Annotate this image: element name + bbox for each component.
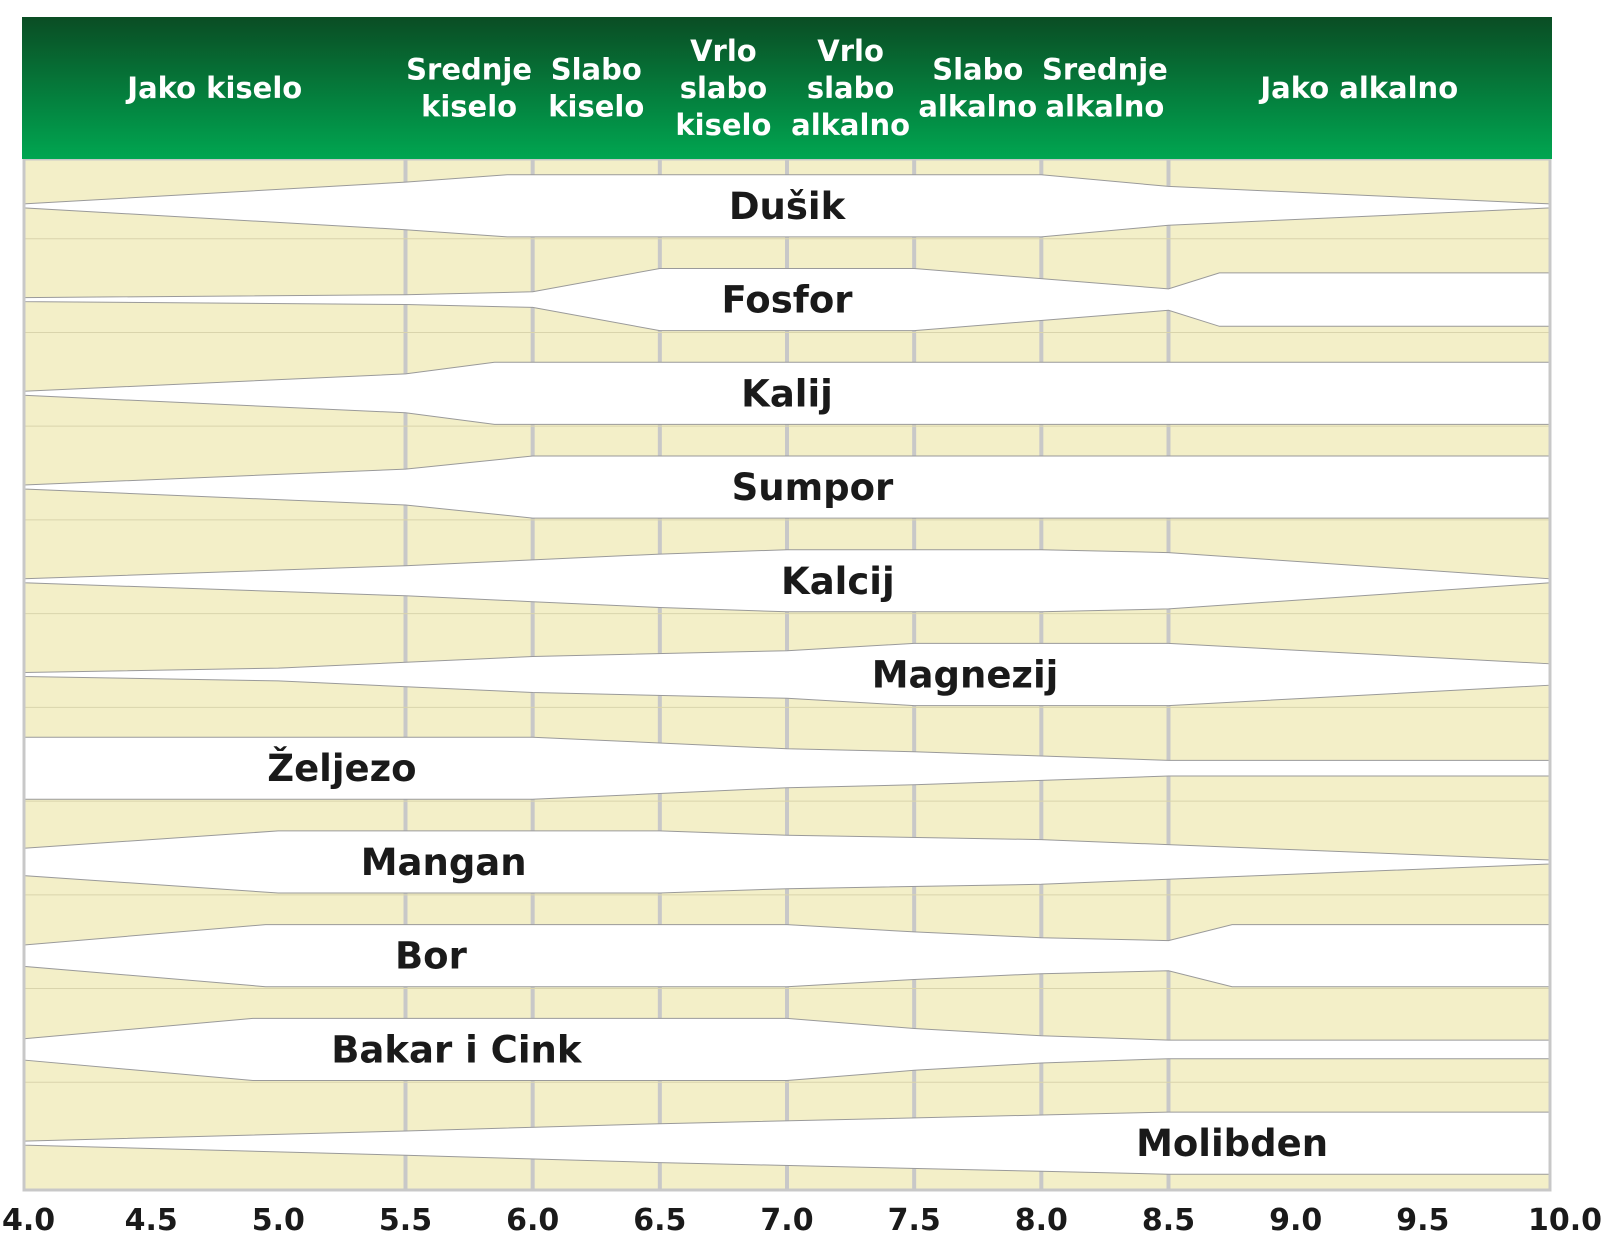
nutrient-label: Bakar i Cink	[331, 1028, 583, 1071]
nutrient-label: Kalij	[741, 372, 833, 415]
nutrient-labels: Dušik Fosfor Kalij Sumpor Kalcij Magnezij Želj…	[267, 185, 1328, 1165]
nutrient-band	[23, 924, 1551, 988]
nutrient-label: Magnezij	[872, 654, 1059, 697]
x-tick-label: 9.5	[1396, 1203, 1449, 1238]
x-tick-label: 8.0	[1015, 1203, 1068, 1238]
x-tick-label: 9.0	[1269, 1203, 1322, 1238]
nutrient-label: Željezo	[267, 746, 416, 790]
ph-range-label: Vrlo slabo alkalno	[791, 34, 910, 142]
x-tick-label: 7.0	[760, 1203, 813, 1238]
nutrient-label: Kalcij	[781, 560, 895, 603]
header-bar	[22, 17, 1552, 159]
ph-range-label: Jako alkalno	[1258, 71, 1458, 105]
nutrient-label: Bor	[395, 935, 468, 978]
x-tick-label: 6.0	[506, 1203, 559, 1238]
ph-range-label: Slabo kiselo	[548, 53, 644, 124]
nutrient-label: Mangan	[361, 841, 527, 884]
nutrient-label: Dušik	[729, 185, 847, 228]
ph-range-label: Jako kiselo	[125, 71, 302, 105]
x-tick-label: 7.5	[888, 1203, 941, 1238]
ph-range-label: Vrlo slabo kiselo	[675, 34, 771, 142]
x-tick-label: 8.5	[1142, 1203, 1195, 1238]
x-tick-label: 6.5	[633, 1203, 686, 1238]
nutrient-bands	[23, 174, 1551, 1175]
nutrient-label: Molibden	[1136, 1122, 1328, 1165]
ph-range-label: Slabo alkalno	[918, 53, 1037, 124]
ph-range-label: Srednje kiselo	[406, 53, 532, 124]
ph-range-label: Srednje alkalno	[1042, 53, 1168, 124]
x-tick-label: 5.5	[379, 1203, 432, 1238]
nutrient-label: Sumpor	[732, 466, 894, 509]
x-tick-label: 10.0	[1528, 1203, 1602, 1238]
x-axis-ticks: 4.0 4.5 5.0 5.5 6.0 6.5 7.0 7.5 8.0 8.5 9.0 9.5 10.0	[2, 1203, 1602, 1238]
x-tick-label: 4.5	[125, 1203, 178, 1238]
x-tick-label: 5.0	[252, 1203, 305, 1238]
nutrient-label: Fosfor	[722, 279, 854, 322]
x-tick-label: 4.0	[2, 1203, 55, 1238]
